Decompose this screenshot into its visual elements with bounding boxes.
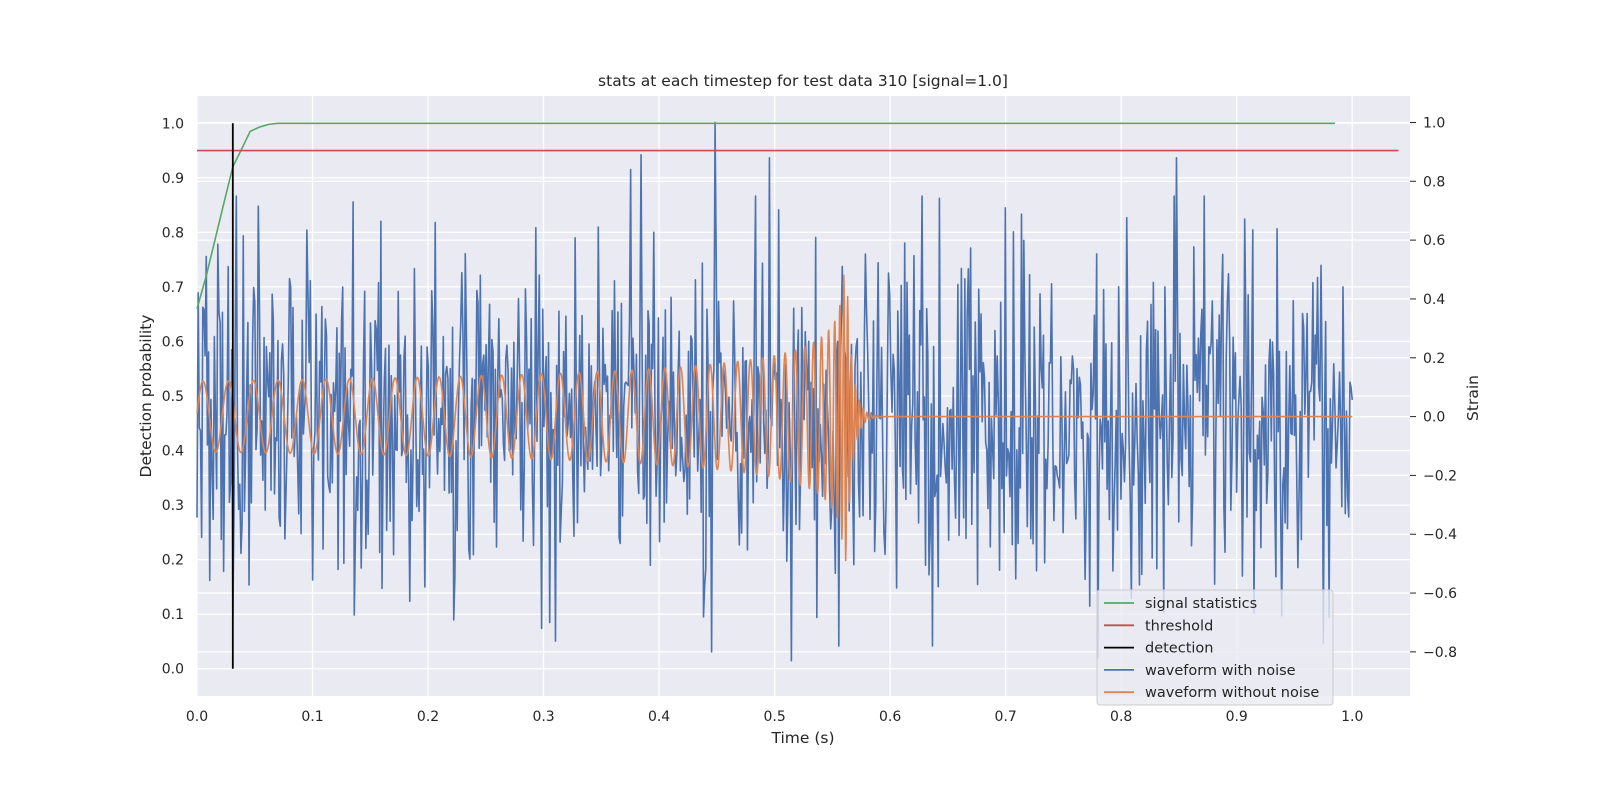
waveform-without-noise-line [196,274,1353,562]
y-tick-label-right: 1.0 [1423,115,1445,131]
x-tick-label: 0.7 [995,709,1017,725]
x-tick-label: 0.2 [417,709,439,725]
x-axis-label: Time (s) [770,729,834,747]
y-tick-label-right: −0.4 [1423,527,1457,543]
chart-title: stats at each timestep for test data 310… [598,72,1008,90]
y-tick-label-right: −0.8 [1423,645,1457,661]
series-layer [196,121,1399,669]
legend-entry: waveform with noise [1145,663,1296,679]
y-tick-label-left: 0.2 [162,553,184,569]
x-tick-label: 0.5 [763,709,785,725]
signal-statistics-line [196,122,1335,309]
y-tick-label-left: 0.7 [162,280,184,296]
y-axis-label-left: Detection probability [137,315,155,478]
x-tick-label: 0.9 [1226,709,1248,725]
y-tick-label-left: 0.3 [162,498,184,514]
y-axis-label-right: Strain [1464,375,1482,421]
x-tick-label: 0.8 [1110,709,1132,725]
y-tick-label-left: 0.9 [162,171,184,187]
y-tick-label-left: 0.1 [162,607,184,623]
legend-entry: signal statistics [1145,596,1257,612]
legend-entry: detection [1145,641,1213,657]
y-tick-label-right: −0.6 [1423,586,1457,602]
legend-entry: waveform without noise [1145,685,1319,701]
y-tick-label-right: 0.4 [1423,292,1445,308]
legend: signal statistics threshold detection wavef… [1096,589,1334,706]
y-tick-label-left: 0.5 [162,389,184,405]
x-tick-label: 0.6 [879,709,901,725]
y-tick-label-left: 0.4 [162,444,184,460]
y-tick-label-left: 1.0 [162,116,184,132]
legend-box [1096,589,1334,706]
ticks-layer: 0.0 0.1 0.2 0.3 0.4 0.5 0.6 0.7 0.8 0.9 1.0 0.0 0.1 0… [162,115,1457,725]
x-tick-label: 0.4 [648,709,670,725]
x-tick-label: 0.0 [186,709,208,725]
y-tick-label-right: 0.8 [1423,174,1445,190]
y-tick-label-right: 0.2 [1423,351,1445,367]
x-tick-label: 1.0 [1341,709,1363,725]
y-tick-label-left: 0.0 [162,662,184,678]
x-tick-label: 0.1 [301,709,323,725]
y-tick-label-left: 0.6 [162,334,184,350]
y-tick-label-right: −0.2 [1423,468,1457,484]
y-tick-label-right: 0.6 [1423,233,1445,249]
y-tick-label-right: 0.0 [1423,410,1445,426]
legend-entry: threshold [1145,618,1213,634]
x-tick-label: 0.3 [532,709,554,725]
y-tick-label-left: 0.8 [162,225,184,241]
